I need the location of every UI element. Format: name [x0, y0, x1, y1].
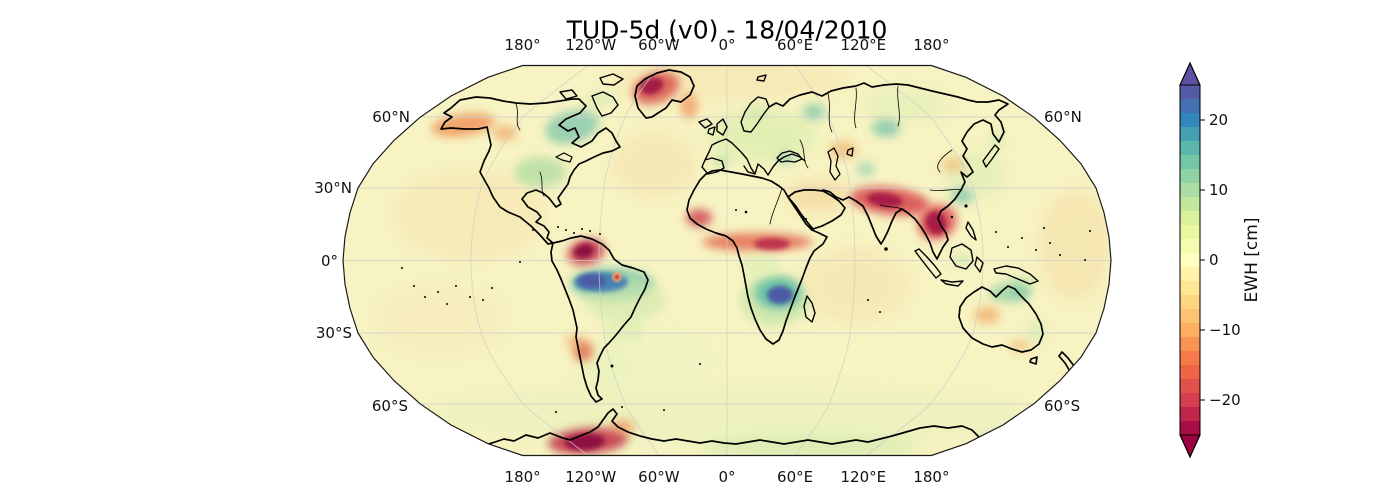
colorbar-step — [1180, 295, 1200, 309]
lon-tick-top-120e: 120°E — [840, 36, 886, 54]
anomaly-blob — [430, 385, 1030, 445]
colorbar-step — [1180, 421, 1200, 435]
colorbar-step — [1180, 323, 1200, 337]
colorbar-step — [1180, 309, 1200, 323]
colorbar-tick-20: 20 — [1209, 111, 1228, 129]
colorbar-step — [1180, 99, 1200, 113]
lon-tick-top-180w: 180° — [505, 36, 541, 54]
colorbar-step — [1180, 253, 1200, 267]
colorbar-steps — [1180, 63, 1200, 457]
colorbar-arrow-up — [1180, 63, 1200, 85]
lat-tick-right-60n: 60°N — [1044, 108, 1082, 126]
colorbar-step — [1180, 281, 1200, 295]
lon-tick-top-60e: 60°E — [777, 36, 813, 54]
lat-tick-right-60s: 60°S — [1044, 397, 1080, 415]
colorbar-step — [1180, 351, 1200, 365]
anomaly-blob — [951, 253, 971, 267]
lon-tick-top-180e: 180° — [913, 36, 949, 54]
lat-tick-left-30n: 30°N — [314, 179, 352, 197]
colorbar-step — [1180, 393, 1200, 407]
anomaly-blob — [857, 162, 875, 176]
anomaly-blob — [974, 306, 1000, 324]
anomaly-blob — [767, 286, 793, 304]
colorbar-step — [1180, 267, 1200, 281]
lon-tick-bottom-120w: 120°W — [565, 468, 616, 486]
lon-tick-bottom-60e: 60°E — [777, 468, 813, 486]
figure: TUD-5d (v0) - 18/04/2010 180° 120°W 60°W… — [0, 0, 1400, 500]
anomaly-blob — [395, 170, 545, 260]
anomaly-blob — [613, 133, 697, 197]
colorbar-step — [1180, 337, 1200, 351]
anomaly-blob — [872, 119, 900, 137]
colorbar-step — [1180, 169, 1200, 183]
anomaly-blob — [680, 93, 698, 119]
colorbar-tick-10: 10 — [1209, 181, 1228, 199]
lat-tick-left-60n: 60°N — [372, 108, 410, 126]
anomaly-blob — [578, 274, 606, 288]
anomaly-blob — [754, 238, 790, 250]
anomaly-blob — [803, 104, 825, 120]
anomaly-blob — [978, 433, 1022, 449]
colorbar-step — [1180, 85, 1200, 99]
anomaly-blob — [860, 89, 950, 121]
colorbar-label: EWH [cm] — [1242, 218, 1262, 303]
lon-tick-bottom-60w: 60°W — [638, 468, 679, 486]
anomaly-blob — [941, 157, 965, 173]
colorbar-tick-0: 0 — [1209, 251, 1219, 269]
lon-tick-bottom-180e: 180° — [913, 468, 949, 486]
lon-tick-bottom-180w: 180° — [505, 468, 541, 486]
colorbar-step — [1180, 113, 1200, 127]
colorbar-step — [1180, 183, 1200, 197]
colorbar-step — [1180, 127, 1200, 141]
colorbar-step — [1180, 365, 1200, 379]
lat-tick-left-60s: 60°S — [372, 397, 408, 415]
lon-tick-top-0: 0° — [718, 36, 735, 54]
colorbar-step — [1180, 197, 1200, 211]
lon-tick-bottom-120e: 120°E — [840, 468, 886, 486]
anomaly-blob — [493, 125, 517, 141]
colorbar-step — [1180, 407, 1200, 421]
colorbar-step — [1180, 379, 1200, 393]
lat-tick-left-0: 0° — [321, 252, 338, 270]
anomaly-blob — [566, 335, 582, 347]
colorbar-step — [1180, 141, 1200, 155]
colorbar-step — [1180, 239, 1200, 253]
colorbar-arrow-down — [1180, 435, 1200, 457]
colorbar-tick-neg20: −20 — [1209, 391, 1241, 409]
colorbar-tick-marks — [1200, 120, 1205, 400]
lat-tick-left-30s: 30°S — [316, 324, 352, 342]
colorbar-step — [1180, 211, 1200, 225]
anomaly-blob — [615, 275, 620, 280]
lon-tick-top-120w: 120°W — [565, 36, 616, 54]
anomaly-blob — [740, 253, 780, 277]
colorbar-tick-neg10: −10 — [1209, 321, 1241, 339]
colorbar-step — [1180, 225, 1200, 239]
lon-tick-top-60w: 60°W — [638, 36, 679, 54]
anomaly-blob — [1040, 190, 1110, 300]
lon-tick-bottom-0: 0° — [718, 468, 735, 486]
colorbar-step — [1180, 155, 1200, 169]
